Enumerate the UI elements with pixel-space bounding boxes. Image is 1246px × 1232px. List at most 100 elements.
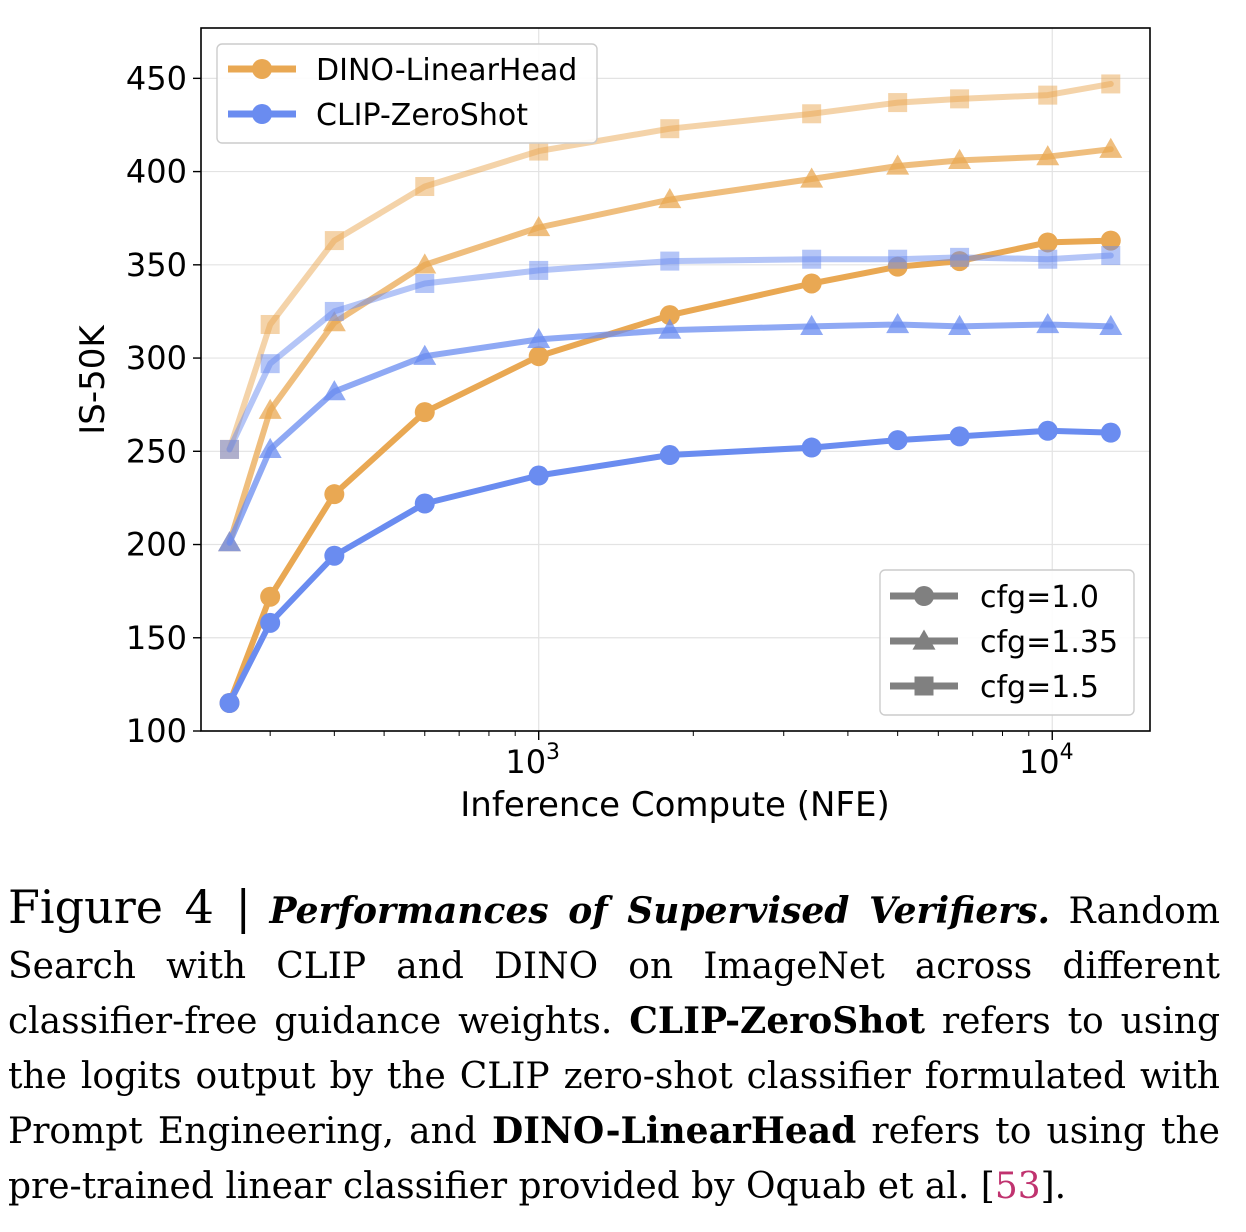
data-point [886, 312, 910, 334]
y-tick-label: 350 [126, 246, 187, 284]
data-point [660, 251, 680, 271]
data-point [218, 531, 242, 552]
data-point [414, 402, 435, 423]
data-point [1037, 420, 1058, 441]
series-layer [218, 74, 1123, 714]
data-point [802, 104, 822, 124]
data-point [527, 216, 551, 237]
data-point [948, 314, 972, 335]
y-tick-label: 200 [126, 526, 187, 564]
y-tick-label: 450 [126, 59, 187, 97]
data-point [660, 119, 680, 139]
data-point [322, 380, 346, 401]
legend-label: DINO-LinearHead [316, 53, 577, 88]
data-point [529, 260, 549, 280]
series-line [226, 146, 1114, 546]
legend-swatch-marker [914, 586, 934, 606]
caption-text-4: ]. [1040, 1165, 1067, 1207]
data-point [1038, 249, 1058, 269]
figure-caption: Figure 4 | Performances of Supervised Ve… [8, 880, 1220, 1214]
data-point [949, 426, 970, 447]
data-point [659, 445, 680, 466]
caption-text-2: refers to using the logits output by the… [8, 1001, 1221, 1152]
caption-label: Figure 4 | [8, 880, 252, 934]
legend-swatch-marker [252, 104, 272, 124]
data-point [1101, 245, 1121, 265]
y-tick-label: 150 [126, 619, 187, 657]
caption-text-3: refers to using the pre-trained linear c… [8, 1111, 1220, 1207]
legend-label: cfg=1.5 [980, 670, 1099, 705]
legend-swatch-marker [914, 676, 934, 696]
data-point [413, 344, 437, 365]
axes: 100 150 200 250 300 350 400 450 103 104 [126, 59, 1074, 781]
data-point [413, 253, 437, 274]
series-dino-linearhead-cfg-1-5 [220, 74, 1121, 459]
y-tick-label: 100 [126, 712, 187, 750]
legend-cfg-box [879, 569, 1135, 716]
data-point [324, 301, 344, 321]
data-point [219, 693, 240, 714]
data-point [1038, 85, 1058, 105]
data-point [659, 305, 680, 326]
legend-label: cfg=1.35 [980, 625, 1118, 660]
data-point [658, 318, 682, 339]
data-point [887, 430, 908, 451]
data-point [1101, 74, 1121, 94]
data-point [802, 249, 822, 269]
series-clip-zeroshot-cfg-1-5 [220, 245, 1121, 459]
data-point [324, 231, 344, 251]
citation-link[interactable]: 53 [994, 1165, 1041, 1207]
caption-term-clip: CLIP-ZeroShot [629, 1000, 926, 1042]
data-point [414, 493, 435, 514]
data-point [1036, 312, 1060, 334]
caption-title: Performances of Supervised Verifiers. [269, 890, 1051, 932]
y-axis-label: IS-50K [73, 324, 113, 435]
data-point [529, 141, 549, 161]
data-point [800, 167, 824, 188]
data-point [322, 311, 346, 332]
y-tick-label: 400 [126, 153, 187, 191]
series-line [226, 252, 1114, 453]
data-point [1100, 230, 1121, 251]
data-point [527, 327, 551, 349]
data-point [220, 439, 240, 459]
data-point [415, 273, 435, 293]
data-point [1037, 232, 1058, 253]
data-point [415, 177, 435, 197]
data-point [260, 612, 281, 633]
caption-text-1: Random Search with CLIP and DINO on Imag… [8, 891, 1220, 1042]
plot-frame [200, 27, 1151, 732]
legend-label: CLIP-ZeroShot [316, 98, 528, 133]
series-clip-zeroshot-cfg-1-35 [218, 312, 1123, 552]
data-point [324, 484, 345, 505]
data-point [948, 148, 972, 170]
data-point [1099, 314, 1123, 335]
data-point [258, 398, 282, 419]
data-point [950, 89, 970, 109]
data-point [800, 314, 824, 335]
y-tick-label: 300 [126, 339, 187, 377]
data-point [258, 437, 282, 459]
legend-verifier-box [216, 43, 598, 144]
data-point [1100, 422, 1121, 443]
data-point [1099, 137, 1123, 158]
legend-label: cfg=1.0 [980, 580, 1099, 615]
y-tick-label: 250 [126, 432, 187, 470]
data-point [1036, 145, 1060, 166]
data-point [260, 354, 280, 374]
x-tick-label: 104 [1019, 740, 1074, 781]
data-point [950, 247, 970, 267]
x-axis-label: Inference Compute (NFE) [460, 785, 889, 825]
chart: 100 150 200 250 300 350 400 450 103 104 Inference… [73, 27, 1151, 825]
legend-cfg: cfg=1.0 cfg=1.35 cfg=1.5 [879, 569, 1135, 716]
data-point [528, 465, 549, 486]
data-point [260, 314, 280, 334]
series-clip-zeroshot-cfg-1-0 [219, 420, 1121, 714]
data-point [801, 437, 822, 458]
data-point [886, 154, 910, 175]
legend-swatch-marker [912, 629, 936, 650]
data-point [528, 346, 549, 367]
series-dino-linearhead-cfg-1-35 [218, 137, 1123, 552]
data-point [260, 586, 281, 607]
x-tick-label: 103 [505, 740, 560, 781]
